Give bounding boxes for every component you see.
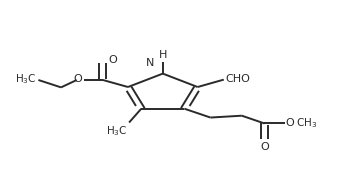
Text: H$_3$C: H$_3$C (15, 73, 37, 86)
Text: CHO: CHO (225, 74, 250, 84)
Text: O: O (260, 142, 269, 152)
Text: O: O (74, 74, 82, 84)
Text: O: O (108, 55, 117, 65)
Text: N: N (146, 57, 154, 68)
Text: H$_3$C: H$_3$C (106, 124, 127, 138)
Text: H: H (159, 50, 167, 60)
Text: CH$_3$: CH$_3$ (296, 116, 317, 130)
Text: O: O (286, 118, 294, 128)
